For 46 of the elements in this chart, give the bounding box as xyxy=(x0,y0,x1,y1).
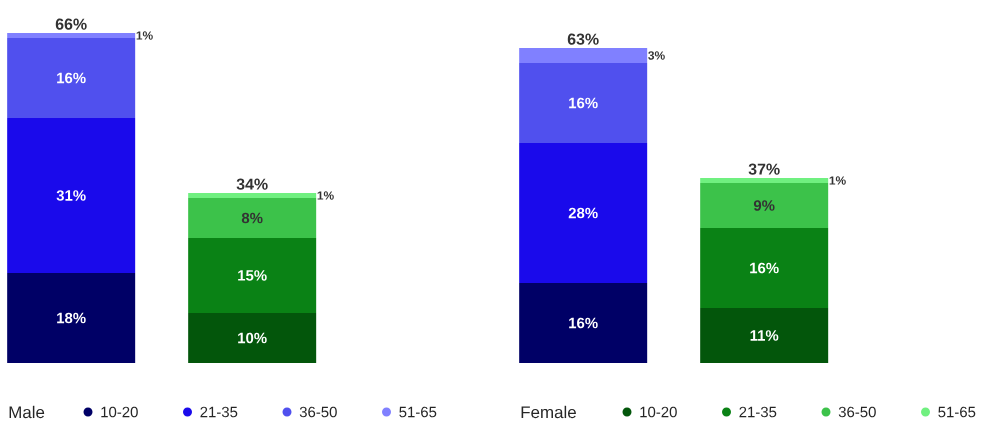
bar xyxy=(519,47,648,63)
bar xyxy=(188,238,317,313)
data-label: 15% xyxy=(238,270,267,281)
data-label: 16% xyxy=(569,317,598,329)
bar xyxy=(7,273,136,363)
data-label: 31% xyxy=(56,190,86,201)
bar xyxy=(519,283,648,363)
bar xyxy=(7,32,136,38)
total-label: 63% xyxy=(567,33,599,45)
total-label: 34% xyxy=(236,178,268,190)
legend-label: 51-65 xyxy=(938,406,976,418)
total-label: 66% xyxy=(55,18,87,30)
legend-label: 10-20 xyxy=(101,406,138,418)
legend-title: Female xyxy=(521,405,576,419)
legend-label: 36-50 xyxy=(838,406,876,418)
bar xyxy=(188,198,317,238)
bar xyxy=(188,313,317,363)
bar xyxy=(188,193,317,198)
data-label: 10% xyxy=(238,332,267,344)
bar xyxy=(700,183,829,228)
data-label: 1% xyxy=(317,191,334,200)
data-label: 16% xyxy=(569,97,598,109)
legend-label: 21-35 xyxy=(739,406,777,418)
data-label: 28% xyxy=(568,207,598,219)
data-label: 16% xyxy=(750,262,779,274)
legend-label: 21-35 xyxy=(200,406,238,418)
bar xyxy=(7,118,136,273)
legend-label: 36-50 xyxy=(299,406,337,418)
data-label: 8% xyxy=(241,212,263,224)
data-label: 1% xyxy=(829,176,846,185)
bar xyxy=(519,143,648,283)
total-label: 37% xyxy=(748,163,780,175)
bar xyxy=(700,308,829,363)
data-label: 1% xyxy=(136,31,153,40)
bar xyxy=(7,37,136,118)
bar xyxy=(700,228,829,308)
data-label: 9% xyxy=(753,200,775,211)
bar xyxy=(700,178,829,183)
data-label: 16% xyxy=(57,72,86,84)
legend-title: Male xyxy=(9,405,45,419)
data-label: 11% xyxy=(750,330,779,341)
legend-label: 10-20 xyxy=(640,406,677,418)
bar xyxy=(519,62,648,143)
legend-label: 51-65 xyxy=(399,406,437,418)
data-label: 3% xyxy=(648,51,665,60)
data-label: 18% xyxy=(57,312,86,324)
